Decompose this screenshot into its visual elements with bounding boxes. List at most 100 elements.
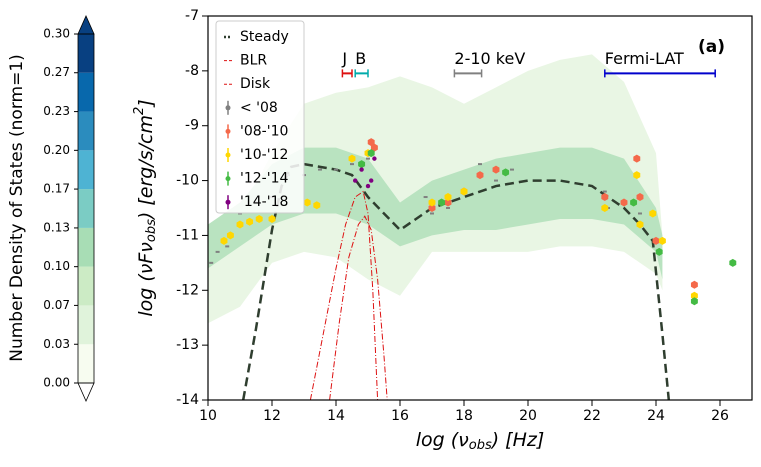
colorbar-segment xyxy=(78,344,94,383)
data-point xyxy=(359,167,364,172)
data-point xyxy=(334,168,338,171)
data-point xyxy=(446,207,450,209)
data-point xyxy=(366,157,370,160)
data-point xyxy=(601,204,609,212)
y-tick-label: -13 xyxy=(176,337,199,353)
data-point xyxy=(423,196,428,199)
legend-label: '14-'18 xyxy=(240,194,288,210)
data-point xyxy=(367,138,375,147)
x-tick-label: 14 xyxy=(327,408,345,424)
model-line xyxy=(329,215,388,400)
legend: Steady BLR Disk < '08 '08-'10 '10-'12 '12-'14 '… xyxy=(215,20,305,214)
legend-swatch xyxy=(225,176,231,182)
range-label: Fermi-LAT xyxy=(605,49,684,68)
data-point xyxy=(348,154,356,163)
y-tick-label: -14 xyxy=(176,392,199,408)
data-point xyxy=(350,163,354,166)
data-point xyxy=(353,178,358,183)
legend-swatch xyxy=(225,105,231,111)
colorbar-tick-label: 0.03 xyxy=(43,337,70,351)
data-point xyxy=(444,193,452,202)
colorbar-tick-label: 0.30 xyxy=(43,27,70,41)
data-point xyxy=(209,261,214,264)
colorbar-tick-label: 0.07 xyxy=(43,298,70,312)
x-tick-label: 24 xyxy=(647,408,665,424)
colorbar-tick-label: 0.27 xyxy=(43,65,70,79)
colorbar-tick-label: 0.23 xyxy=(43,104,70,118)
data-point xyxy=(620,198,628,207)
data-point xyxy=(652,236,660,245)
x-tick-label: 26 xyxy=(711,408,729,424)
legend-swatch xyxy=(225,152,231,158)
data-point xyxy=(428,198,436,207)
data-point xyxy=(372,156,377,161)
data-point xyxy=(370,143,378,152)
colorbar-tick-label: 0.17 xyxy=(43,182,70,196)
colorbar-extend xyxy=(77,15,95,35)
x-axis-label: log (νobs) [Hz] xyxy=(416,429,545,453)
data-point xyxy=(220,236,228,245)
data-point xyxy=(636,220,644,229)
data-point xyxy=(633,154,641,163)
y-tick-label: -11 xyxy=(176,227,199,243)
range-label: B xyxy=(355,49,366,68)
data-point xyxy=(638,212,642,215)
data-point xyxy=(476,171,484,180)
data-point xyxy=(478,163,482,166)
data-point xyxy=(690,280,698,289)
colorbar-segment xyxy=(78,305,94,345)
y-tick-label: -10 xyxy=(176,173,199,189)
y-tick-label: -12 xyxy=(176,282,199,298)
data-point xyxy=(430,212,434,215)
data-point xyxy=(255,214,263,223)
legend-swatch xyxy=(225,199,231,205)
colorbar-label: Number Density of States (norm=1) xyxy=(7,54,27,362)
x-tick-label: 18 xyxy=(455,408,473,424)
colorbar-segment xyxy=(78,34,94,73)
data-point xyxy=(636,193,644,202)
legend-label: < '08 xyxy=(240,100,278,116)
data-point xyxy=(492,165,500,174)
range-label: J xyxy=(341,49,347,68)
data-point xyxy=(358,160,366,169)
x-tick-label: 12 xyxy=(263,408,281,424)
data-point xyxy=(601,193,609,202)
data-point xyxy=(494,179,498,182)
colorbar-tick-label: 0.10 xyxy=(43,259,70,273)
colorbar-extend xyxy=(77,382,95,402)
model-line xyxy=(309,190,379,400)
data-point xyxy=(313,201,321,210)
data-point xyxy=(649,209,657,218)
colorbar-frame xyxy=(77,33,95,384)
x-tick-label: 16 xyxy=(391,408,409,424)
colorbar-segment xyxy=(78,150,94,190)
data-point xyxy=(502,168,510,177)
data-point xyxy=(690,291,698,300)
colorbar-segment xyxy=(78,72,94,112)
data-point xyxy=(365,183,371,189)
data-point xyxy=(630,198,638,207)
legend-swatch xyxy=(225,128,231,134)
y-tick-label: -8 xyxy=(185,63,199,79)
data-point xyxy=(658,236,666,245)
data-point xyxy=(303,198,311,207)
data-point xyxy=(369,178,374,183)
data-point xyxy=(633,171,641,180)
panel-label: (a) xyxy=(698,37,725,57)
x-tick-label: 22 xyxy=(583,408,601,424)
data-point xyxy=(428,204,436,212)
colorbar-segment xyxy=(78,266,94,306)
y-tick-label: -9 xyxy=(185,118,199,134)
data-point xyxy=(729,258,737,267)
legend-label: '08-'10 xyxy=(240,123,288,139)
legend-label: Disk xyxy=(240,76,271,92)
colorbar-segment xyxy=(78,189,94,228)
data-point xyxy=(268,214,276,223)
x-tick-label: 20 xyxy=(519,408,537,424)
data-point xyxy=(510,168,514,171)
data-point xyxy=(438,198,446,207)
x-tick-label: 10 xyxy=(199,408,217,424)
legend-label: Steady xyxy=(240,29,289,45)
colorbar-tick-label: 0.20 xyxy=(43,143,70,157)
